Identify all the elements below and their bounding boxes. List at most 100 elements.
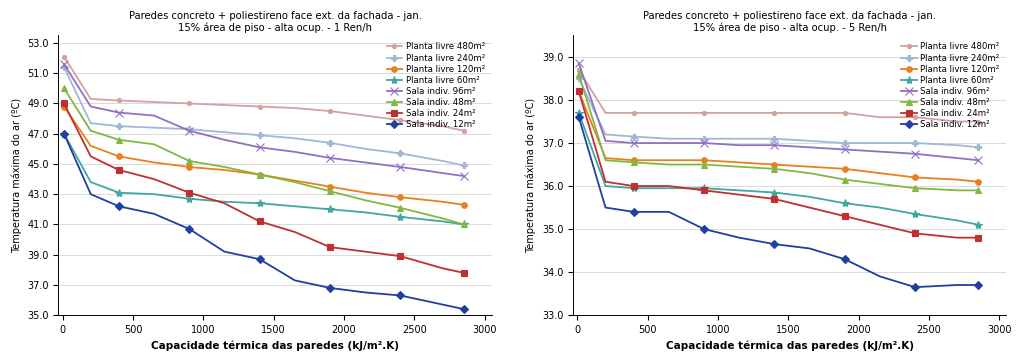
Sala indiv. 48m²	[458, 222, 470, 227]
Sala indiv. 48m²	[147, 142, 160, 147]
Line: Sala indiv. 96m²: Sala indiv. 96m²	[59, 60, 468, 180]
Planta livre 120m²	[698, 158, 711, 163]
Legend: Planta livre 480m², Planta livre 240m², Planta livre 120m², Planta livre 60m², S: Planta livre 480m², Planta livre 240m², …	[384, 40, 487, 132]
Sala indiv. 48m²	[253, 172, 265, 177]
Planta livre 480m²	[394, 118, 407, 122]
Line: Sala indiv. 24m²: Sala indiv. 24m²	[577, 89, 981, 240]
Planta livre 240m²	[628, 134, 640, 139]
Sala indiv. 12m²	[768, 242, 780, 246]
Sala indiv. 24m²	[599, 180, 611, 184]
Planta livre 120m²	[113, 154, 125, 159]
Planta livre 480m²	[768, 111, 780, 115]
Sala indiv. 96m²	[663, 141, 675, 145]
Sala indiv. 96m²	[768, 143, 780, 147]
Planta livre 240m²	[804, 139, 816, 143]
Planta livre 480m²	[951, 119, 964, 124]
Planta livre 60m²	[951, 218, 964, 223]
Sala indiv. 12m²	[289, 278, 301, 282]
Planta livre 240m²	[972, 145, 984, 150]
Line: Sala indiv. 12m²: Sala indiv. 12m²	[577, 114, 981, 290]
Sala indiv. 24m²	[663, 184, 675, 188]
Planta livre 120m²	[218, 168, 230, 172]
Sala indiv. 12m²	[628, 210, 640, 214]
Planta livre 60m²	[663, 186, 675, 190]
Planta livre 60m²	[698, 186, 711, 190]
Planta livre 60m²	[839, 201, 851, 205]
Planta livre 60m²	[572, 111, 585, 115]
Line: Planta livre 120m²: Planta livre 120m²	[577, 89, 981, 185]
Planta livre 60m²	[324, 207, 336, 211]
Sala indiv. 96m²	[289, 150, 301, 154]
Planta livre 240m²	[289, 136, 301, 140]
Planta livre 240m²	[839, 141, 851, 145]
Sala indiv. 48m²	[839, 177, 851, 182]
Sala indiv. 48m²	[572, 72, 585, 76]
Line: Sala indiv. 12m²: Sala indiv. 12m²	[61, 131, 466, 312]
Planta livre 240m²	[359, 147, 372, 151]
Planta livre 120m²	[289, 178, 301, 183]
Sala indiv. 48m²	[58, 86, 71, 90]
Sala indiv. 12m²	[218, 249, 230, 254]
Planta livre 120m²	[909, 175, 922, 180]
Planta livre 480m²	[804, 111, 816, 115]
Planta livre 60m²	[458, 222, 470, 227]
Planta livre 60m²	[253, 201, 265, 205]
Sala indiv. 24m²	[733, 193, 745, 197]
Planta livre 120m²	[436, 199, 449, 204]
Line: Planta livre 480m²: Planta livre 480m²	[577, 68, 980, 123]
Sala indiv. 12m²	[599, 205, 611, 210]
Planta livre 480m²	[873, 115, 886, 119]
Planta livre 120m²	[147, 160, 160, 165]
Sala indiv. 48m²	[436, 216, 449, 220]
Sala indiv. 12m²	[458, 307, 470, 311]
Planta livre 240m²	[698, 136, 711, 141]
Sala indiv. 24m²	[972, 236, 984, 240]
Planta livre 240m²	[218, 130, 230, 134]
Planta livre 240m²	[324, 140, 336, 145]
Planta livre 60m²	[359, 210, 372, 215]
Planta livre 480m²	[972, 119, 984, 124]
Sala indiv. 12m²	[663, 210, 675, 214]
Sala indiv. 48m²	[218, 165, 230, 169]
Planta livre 240m²	[58, 65, 71, 70]
Planta livre 120m²	[873, 171, 886, 175]
Planta livre 480m²	[58, 54, 71, 59]
Planta livre 240m²	[436, 159, 449, 163]
Planta livre 120m²	[951, 177, 964, 182]
Planta livre 240m²	[599, 132, 611, 136]
Sala indiv. 48m²	[804, 171, 816, 175]
Sala indiv. 96m²	[873, 150, 886, 154]
Planta livre 120m²	[458, 203, 470, 207]
Sala indiv. 12m²	[183, 227, 196, 231]
Sala indiv. 96m²	[324, 156, 336, 160]
Sala indiv. 48m²	[733, 164, 745, 169]
Planta livre 240m²	[873, 141, 886, 145]
Sala indiv. 48m²	[289, 180, 301, 184]
Planta livre 60m²	[394, 215, 407, 219]
X-axis label: Capacidade térmica das paredes (kJ/m².K): Capacidade térmica das paredes (kJ/m².K)	[152, 340, 399, 351]
Planta livre 120m²	[733, 160, 745, 165]
Planta livre 480m²	[698, 111, 711, 115]
Sala indiv. 24m²	[436, 266, 449, 270]
Planta livre 120m²	[839, 167, 851, 171]
Line: Planta livre 60m²: Planta livre 60m²	[574, 109, 982, 229]
Sala indiv. 96m²	[951, 156, 964, 160]
Sala indiv. 24m²	[839, 214, 851, 218]
Planta livre 480m²	[253, 104, 265, 109]
Planta livre 60m²	[733, 188, 745, 193]
Planta livre 480m²	[113, 98, 125, 103]
Line: Planta livre 240m²: Planta livre 240m²	[61, 64, 466, 168]
Planta livre 240m²	[394, 151, 407, 156]
Planta livre 240m²	[572, 76, 585, 81]
Planta livre 120m²	[572, 89, 585, 93]
Sala indiv. 24m²	[253, 219, 265, 224]
Sala indiv. 48m²	[909, 186, 922, 190]
Line: Sala indiv. 48m²: Sala indiv. 48m²	[61, 85, 466, 227]
Sala indiv. 12m²	[804, 246, 816, 251]
Planta livre 480m²	[359, 113, 372, 118]
Sala indiv. 96m²	[628, 141, 640, 145]
Planta livre 240m²	[113, 124, 125, 129]
Planta livre 60m²	[113, 190, 125, 195]
Sala indiv. 12m²	[58, 131, 71, 136]
Sala indiv. 48m²	[599, 158, 611, 163]
